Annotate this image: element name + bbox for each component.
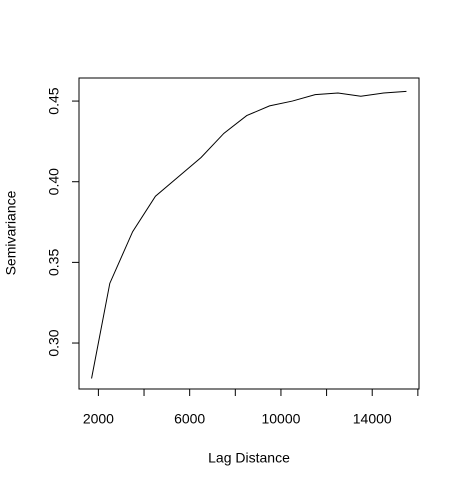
x-tick-label: 2000: [83, 411, 114, 427]
x-tick-label: 10000: [261, 411, 300, 427]
y-axis-label: Semivariance: [3, 190, 19, 275]
x-axis-label: Lag Distance: [208, 450, 290, 466]
y-tick-label: 0.35: [46, 249, 62, 276]
data-line: [91, 90, 407, 379]
x-tick-label: 14000: [353, 411, 392, 427]
plot-box: [78, 77, 420, 390]
y-tick-label: 0.45: [46, 87, 62, 114]
x-tick-label: 6000: [174, 411, 205, 427]
y-tick-label: 0.30: [46, 329, 62, 356]
y-tick-label: 0.40: [46, 168, 62, 195]
